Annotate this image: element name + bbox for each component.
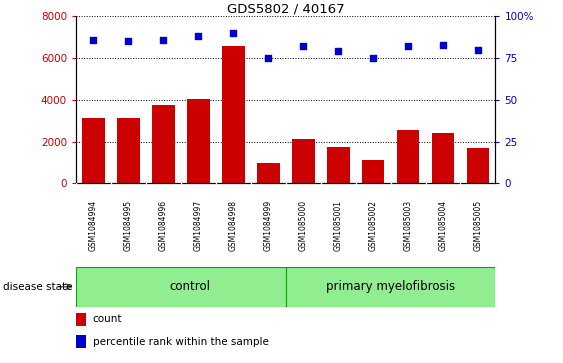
Point bbox=[299, 44, 308, 49]
Text: percentile rank within the sample: percentile rank within the sample bbox=[93, 337, 269, 347]
Bar bbox=[76, 267, 285, 307]
Bar bbox=[82, 118, 105, 183]
Title: GDS5802 / 40167: GDS5802 / 40167 bbox=[227, 2, 345, 15]
Point bbox=[404, 44, 413, 49]
Text: GSM1084996: GSM1084996 bbox=[159, 200, 168, 250]
Point bbox=[473, 47, 482, 53]
Point bbox=[89, 37, 98, 42]
Text: disease state: disease state bbox=[3, 282, 72, 292]
Bar bbox=[432, 133, 454, 183]
Bar bbox=[257, 163, 280, 183]
Bar bbox=[222, 46, 245, 183]
Text: GSM1084995: GSM1084995 bbox=[124, 200, 133, 250]
Point bbox=[229, 30, 238, 36]
Bar bbox=[467, 148, 489, 183]
Text: GSM1084999: GSM1084999 bbox=[263, 200, 272, 250]
Point bbox=[439, 42, 448, 48]
Bar bbox=[362, 160, 385, 183]
Text: GSM1085001: GSM1085001 bbox=[334, 200, 343, 250]
Text: GSM1085002: GSM1085002 bbox=[369, 200, 378, 250]
Point bbox=[369, 55, 378, 61]
Text: GSM1084997: GSM1084997 bbox=[194, 200, 203, 250]
Text: GSM1084994: GSM1084994 bbox=[89, 200, 98, 250]
Text: GSM1085000: GSM1085000 bbox=[299, 200, 308, 250]
Text: GSM1085003: GSM1085003 bbox=[404, 200, 413, 250]
Bar bbox=[187, 99, 209, 183]
Bar bbox=[397, 130, 419, 183]
Point bbox=[334, 49, 343, 54]
Text: GSM1084998: GSM1084998 bbox=[229, 200, 238, 250]
Bar bbox=[117, 118, 140, 183]
Bar bbox=[152, 105, 175, 183]
Text: control: control bbox=[169, 280, 210, 293]
Point bbox=[159, 37, 168, 42]
Text: primary myelofibrosis: primary myelofibrosis bbox=[326, 280, 455, 293]
Text: GSM1085005: GSM1085005 bbox=[473, 200, 482, 250]
Point bbox=[194, 33, 203, 39]
Bar bbox=[327, 147, 350, 183]
Text: GSM1085004: GSM1085004 bbox=[439, 200, 448, 250]
Bar bbox=[76, 335, 86, 348]
Point bbox=[263, 55, 272, 61]
Bar bbox=[76, 313, 86, 326]
Bar bbox=[292, 139, 315, 183]
Point bbox=[124, 38, 133, 44]
Text: count: count bbox=[93, 314, 122, 325]
Bar bbox=[285, 267, 495, 307]
